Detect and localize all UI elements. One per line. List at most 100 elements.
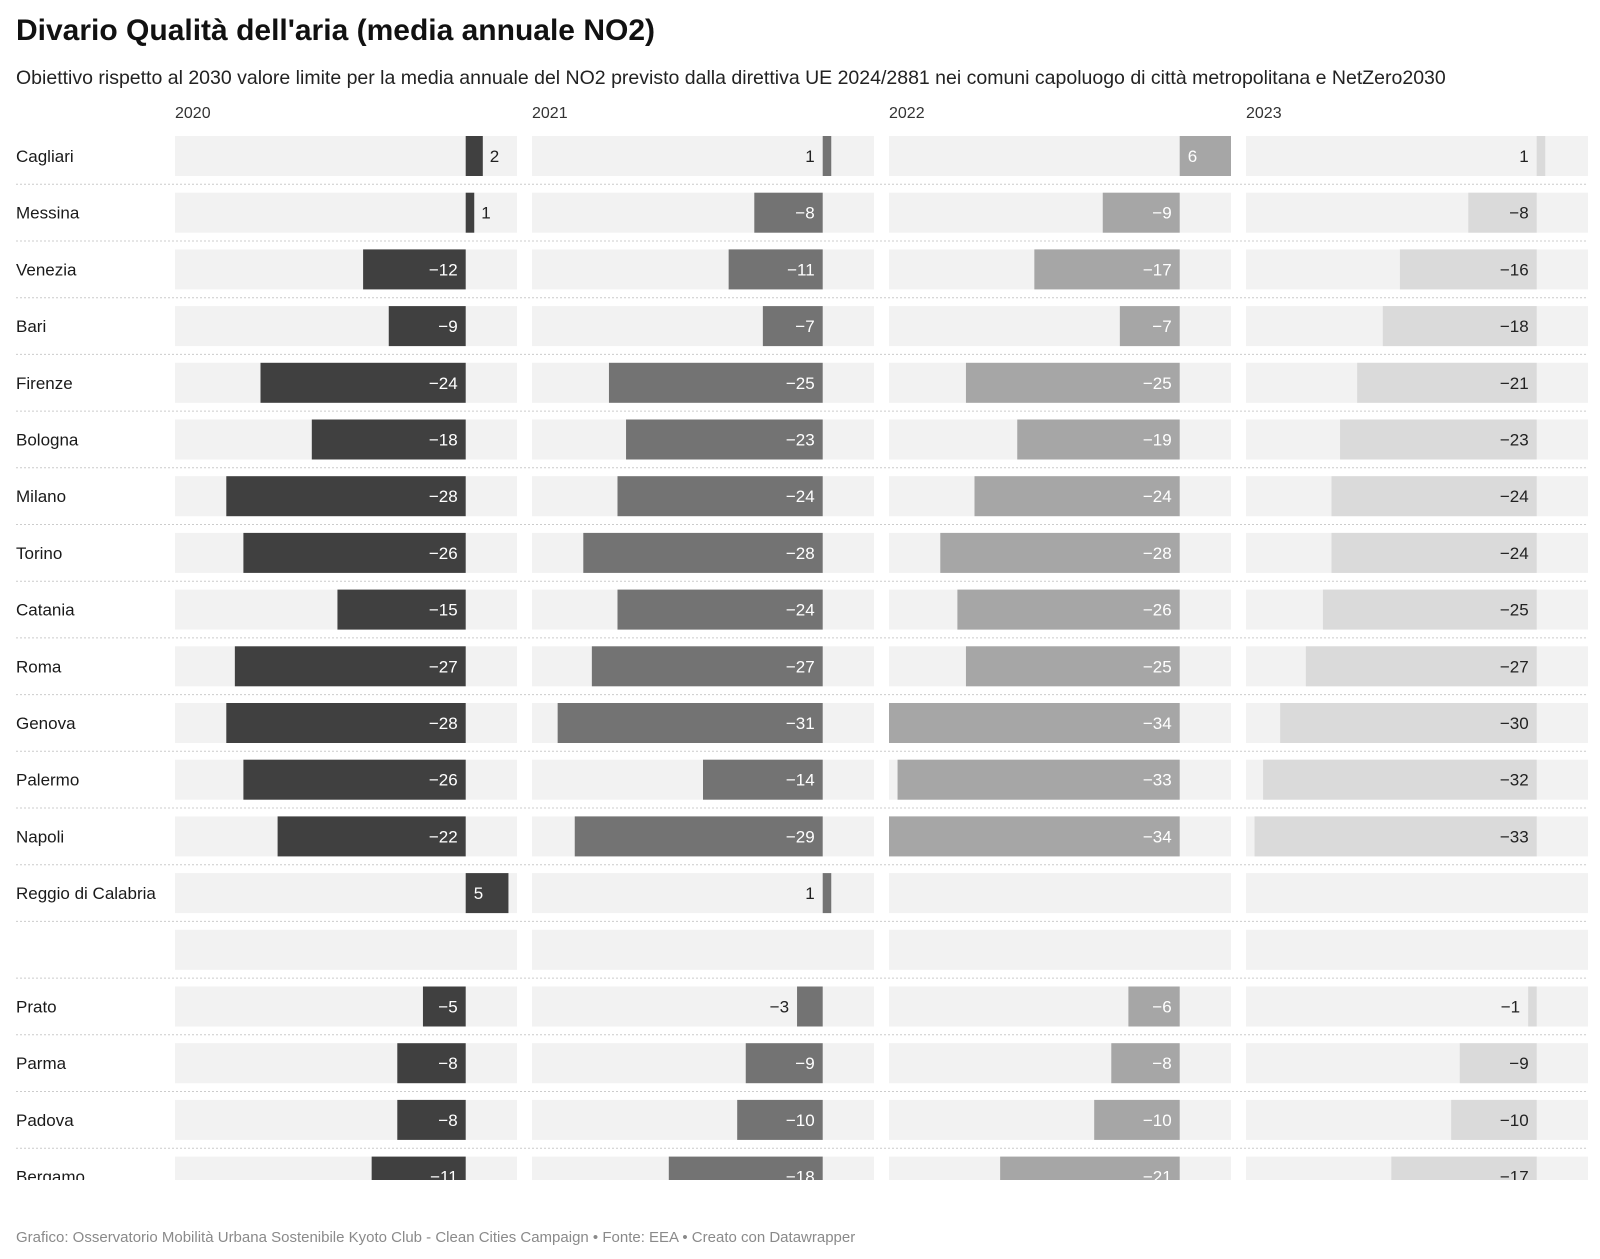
row-label-parma: Parma (16, 1054, 67, 1073)
row-label-genova: Genova (16, 714, 76, 733)
bar-2020-bergamo (371, 1156, 466, 1180)
value-label: −25 (1500, 601, 1529, 620)
value-label: −9 (1152, 204, 1171, 223)
bar-2022-parma (1111, 1043, 1180, 1084)
bar-2023-firenze (1357, 362, 1537, 403)
value-label: −34 (1143, 827, 1172, 846)
value-label: −26 (429, 771, 458, 790)
bar-track (532, 873, 874, 914)
bar-2020-roma (234, 646, 466, 687)
bar-2023-palermo (1263, 759, 1537, 800)
chart-title: Divario Qualità dell'aria (media annuale… (16, 14, 655, 47)
row-label-firenze: Firenze (16, 374, 73, 393)
bar-2022-napoli (889, 816, 1180, 857)
value-label: −18 (429, 431, 458, 450)
bar-2020-milano (226, 476, 466, 517)
value-label: −27 (1500, 657, 1529, 676)
row-label-palermo: Palermo (16, 771, 79, 790)
bar-2022-cagliari (1179, 136, 1231, 176)
value-label: −24 (786, 487, 815, 506)
bar-2023-padova (1451, 1099, 1537, 1140)
panel-header-2021: 2021 (532, 105, 568, 122)
row-label-messina: Messina (16, 204, 80, 223)
value-label: −19 (1143, 431, 1172, 450)
value-label: 1 (805, 147, 814, 166)
row-label-reggio-di-calabria: Reggio di Calabria (16, 884, 156, 903)
panel-header-2020: 2020 (175, 105, 211, 122)
value-label: −11 (430, 1168, 458, 1180)
bar-track (1246, 873, 1588, 914)
chart-subtitle: Obiettivo rispetto al 2030 valore limite… (16, 67, 1446, 89)
value-label: 1 (1519, 147, 1528, 166)
bar-2022-torino (940, 532, 1180, 573)
value-label: −24 (1500, 487, 1529, 506)
bar-2023-napoli (1254, 816, 1537, 857)
bar-track (175, 136, 517, 176)
bar-track (175, 873, 517, 914)
value-label: −8 (795, 204, 814, 223)
value-label: −26 (1143, 601, 1172, 620)
bar-track (532, 929, 874, 970)
bar-track (532, 136, 874, 176)
bar-2021-messina (754, 192, 823, 233)
bar-2023-messina (1468, 192, 1537, 233)
bar-2021-firenze (608, 362, 823, 403)
value-label: −8 (1152, 1054, 1171, 1073)
bar-2023-bologna (1340, 419, 1537, 460)
bar-2022-bologna (1017, 419, 1180, 460)
value-label: −34 (1143, 714, 1172, 733)
bar-2021-catania (617, 589, 823, 630)
bar-track (175, 192, 517, 233)
panel-header-2023: 2023 (1246, 105, 1282, 122)
value-label: −27 (429, 657, 458, 676)
bar-2021-bologna (626, 419, 823, 460)
row-label-bologna: Bologna (16, 431, 79, 450)
value-label: −15 (429, 601, 458, 620)
bar-2020-cagliari (465, 136, 483, 176)
value-label: −23 (786, 431, 815, 450)
bar-2023-catania (1322, 589, 1537, 630)
value-label: −24 (1500, 544, 1529, 563)
bar-2023-venezia (1399, 249, 1537, 290)
bar-2023-parma (1459, 1043, 1537, 1084)
bar-track (532, 306, 874, 347)
value-label: −24 (1143, 487, 1172, 506)
bar-2021-cagliari (822, 136, 832, 176)
value-label: −25 (1143, 374, 1172, 393)
value-label: −17 (1500, 1168, 1529, 1180)
value-label: −3 (770, 998, 789, 1017)
value-label: −17 (1143, 260, 1172, 279)
bar-2020-firenze (260, 362, 466, 403)
value-label: −1 (1501, 998, 1520, 1017)
bar-2020-bari (388, 306, 466, 347)
bar-2020-bologna (311, 419, 466, 460)
value-label: −8 (438, 1054, 457, 1073)
bar-2023-prato (1528, 986, 1537, 1027)
value-label: −28 (786, 544, 815, 563)
row-label-milano: Milano (16, 487, 66, 506)
bar-2021-napoli (574, 816, 823, 857)
bar-2021-prato (797, 986, 823, 1027)
bar-2020-napoli (277, 816, 466, 857)
row-label-prato: Prato (16, 998, 57, 1017)
bar-track (1246, 136, 1588, 176)
bar-2021-torino (583, 532, 823, 573)
value-label: −10 (786, 1111, 815, 1130)
value-label: −16 (1500, 260, 1529, 279)
bar-track (889, 136, 1231, 176)
bar-2021-genova (557, 703, 823, 743)
bar-2022-palermo (897, 759, 1180, 800)
value-label: −8 (1509, 204, 1528, 223)
value-label: −9 (1509, 1054, 1528, 1073)
row-label-catania: Catania (16, 601, 75, 620)
value-label: −33 (1500, 827, 1529, 846)
bar-track (175, 929, 517, 970)
value-label: −28 (429, 487, 458, 506)
bar-2020-genova (226, 703, 466, 743)
value-label: −28 (1143, 544, 1172, 563)
value-label: −25 (1143, 657, 1172, 676)
bar-2021-roma (591, 646, 823, 687)
value-label: −6 (1152, 998, 1171, 1017)
bar-track (175, 1099, 517, 1140)
bar-2020-parma (397, 1043, 466, 1084)
